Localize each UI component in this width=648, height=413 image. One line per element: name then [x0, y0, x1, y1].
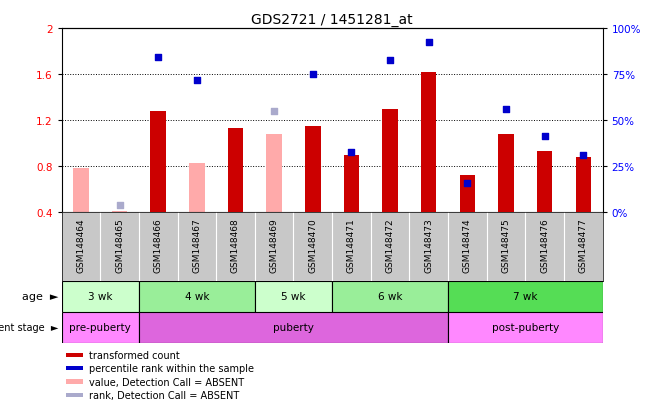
Point [501, 106, 511, 113]
Text: GSM148473: GSM148473 [424, 218, 434, 272]
Bar [65, 353, 84, 357]
Bar [266, 135, 282, 213]
Text: value, Detection Call = ABSENT: value, Detection Call = ABSENT [89, 377, 244, 387]
Point [192, 77, 202, 84]
Bar [62, 281, 139, 312]
Text: 3 wk: 3 wk [88, 291, 113, 301]
Text: post-puberty: post-puberty [492, 322, 559, 332]
Text: GSM148467: GSM148467 [192, 218, 202, 272]
Bar [139, 281, 255, 312]
Point [346, 150, 356, 156]
Text: 5 wk: 5 wk [281, 291, 306, 301]
Bar [65, 366, 84, 370]
Title: GDS2721 / 1451281_at: GDS2721 / 1451281_at [251, 12, 413, 26]
Bar [255, 281, 332, 312]
Point [385, 58, 395, 64]
Point [424, 39, 434, 46]
Text: GSM148468: GSM148468 [231, 218, 240, 272]
Bar [62, 312, 139, 343]
Bar [65, 393, 84, 397]
Bar [73, 169, 89, 213]
Text: GSM148475: GSM148475 [502, 218, 511, 272]
Text: pre-puberty: pre-puberty [69, 322, 131, 332]
Point [308, 71, 318, 78]
Point [114, 202, 124, 209]
Text: GSM148464: GSM148464 [76, 218, 86, 272]
Text: rank, Detection Call = ABSENT: rank, Detection Call = ABSENT [89, 390, 239, 400]
Bar [139, 312, 448, 343]
Bar [448, 281, 603, 312]
Text: GSM148474: GSM148474 [463, 218, 472, 272]
Bar [343, 155, 359, 213]
Text: development stage  ►: development stage ► [0, 322, 58, 332]
Bar [150, 112, 166, 213]
Text: GSM148470: GSM148470 [308, 218, 318, 272]
Point [578, 152, 588, 159]
Bar [305, 126, 321, 213]
Text: GSM148465: GSM148465 [115, 218, 124, 272]
Text: GSM148476: GSM148476 [540, 218, 549, 272]
Bar [459, 176, 475, 213]
Text: GSM148469: GSM148469 [270, 218, 279, 272]
Text: GSM148466: GSM148466 [154, 218, 163, 272]
Bar [448, 312, 603, 343]
Bar [227, 129, 243, 213]
Point [153, 55, 163, 61]
Text: age  ►: age ► [22, 291, 58, 301]
Bar [65, 380, 84, 384]
Bar [382, 109, 398, 213]
Text: puberty: puberty [273, 322, 314, 332]
Bar [112, 211, 127, 213]
Bar [421, 73, 437, 213]
Text: GSM148471: GSM148471 [347, 218, 356, 272]
Bar [498, 135, 514, 213]
Bar [332, 281, 448, 312]
Text: 6 wk: 6 wk [378, 291, 402, 301]
Point [540, 133, 550, 140]
Bar [189, 163, 205, 213]
Text: GSM148477: GSM148477 [579, 218, 588, 272]
Point [269, 108, 279, 115]
Text: 7 wk: 7 wk [513, 291, 538, 301]
Text: GSM148472: GSM148472 [386, 218, 395, 272]
Text: percentile rank within the sample: percentile rank within the sample [89, 363, 254, 373]
Text: transformed count: transformed count [89, 350, 180, 360]
Bar [575, 158, 591, 213]
Bar [537, 152, 552, 213]
Text: 4 wk: 4 wk [185, 291, 209, 301]
Point [462, 180, 472, 187]
